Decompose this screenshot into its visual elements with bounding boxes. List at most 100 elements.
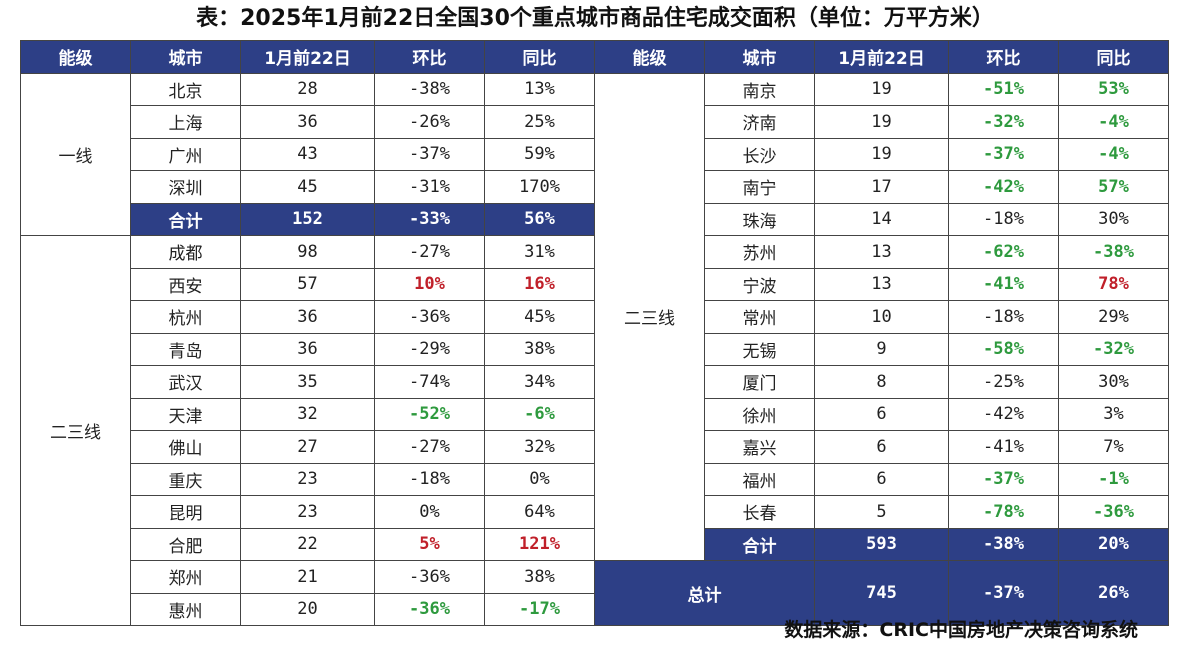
column-header: 1月前22日 — [814, 40, 949, 74]
mom-change: -36% — [374, 300, 485, 334]
yoy-change: 64% — [484, 495, 595, 529]
city-name: 惠州 — [130, 592, 241, 626]
yoy-change: 3% — [1058, 397, 1169, 431]
city-name: 南宁 — [704, 170, 815, 204]
area-value: 10 — [814, 300, 949, 334]
area-value: 36 — [240, 332, 375, 366]
area-value: 19 — [814, 105, 949, 139]
grand-total-label: 总计 — [594, 560, 815, 626]
table-row: 上海 36 -26% 25% 济南 19 -32% -4% — [21, 105, 1169, 139]
column-header: 城市 — [130, 40, 241, 74]
table-row: 一线 北京 28 -38% 13% 二三线 南京 19 -51% 53% — [20, 72, 1169, 561]
mom-change: -27% — [374, 430, 485, 464]
city-name: 昆明 — [130, 495, 241, 529]
subtotal-area: 593 — [814, 527, 949, 561]
mom-change: -62% — [948, 235, 1059, 269]
city-name: 常州 — [704, 300, 815, 334]
city-name: 广州 — [130, 137, 241, 171]
table-row: 昆明 23 0% 64% 长春 5 -78% -36% — [21, 495, 1169, 529]
city-name: 郑州 — [130, 560, 241, 594]
city-name: 南京 — [704, 72, 815, 106]
area-value: 28 — [240, 72, 375, 106]
table-row: 广州 43 -37% 59% 长沙 19 -37% -4% — [21, 137, 1169, 171]
yoy-change: -4% — [1058, 137, 1169, 171]
yoy-change: 34% — [484, 365, 595, 399]
city-name: 重庆 — [130, 462, 241, 496]
area-value: 19 — [814, 137, 949, 171]
column-header: 能级 — [594, 40, 705, 74]
column-header: 环比 — [948, 40, 1059, 74]
area-value: 13 — [814, 235, 949, 269]
mom-change: -37% — [948, 462, 1059, 496]
city-name: 嘉兴 — [704, 430, 815, 464]
yoy-change: 30% — [1058, 202, 1169, 236]
area-value: 13 — [814, 267, 949, 301]
mom-change: -29% — [374, 332, 485, 366]
mom-change: 10% — [374, 267, 485, 301]
mom-change: -27% — [374, 235, 485, 269]
mom-change: 5% — [374, 527, 485, 561]
city-name: 无锡 — [704, 332, 815, 366]
yoy-change: 53% — [1058, 72, 1169, 106]
area-value: 27 — [240, 430, 375, 464]
subtotal-mom: -33% — [374, 202, 485, 236]
yoy-change: -17% — [484, 592, 595, 626]
table-row: 武汉 35 -74% 34% 厦门 8 -25% 30% — [21, 365, 1169, 399]
column-header: 能级 — [20, 40, 131, 74]
area-value: 6 — [814, 430, 949, 464]
column-header: 同比 — [1058, 40, 1169, 74]
mom-change: -37% — [948, 137, 1059, 171]
yoy-change: 121% — [484, 527, 595, 561]
yoy-change: 38% — [484, 332, 595, 366]
area-value: 22 — [240, 527, 375, 561]
city-name: 北京 — [130, 72, 241, 106]
table-row: 重庆 23 -18% 0% 福州 6 -37% -1% — [21, 462, 1169, 496]
city-name: 苏州 — [704, 235, 815, 269]
city-name: 成都 — [130, 235, 241, 269]
area-value: 36 — [240, 300, 375, 334]
yoy-change: 45% — [484, 300, 595, 334]
city-name: 青岛 — [130, 332, 241, 366]
mom-change: -58% — [948, 332, 1059, 366]
mom-change: -38% — [374, 72, 485, 106]
area-value: 14 — [814, 202, 949, 236]
mom-change: -18% — [948, 202, 1059, 236]
city-name: 上海 — [130, 105, 241, 139]
table-body: 能级 城市 1月前22日 环比 同比 能级 城市 1月前22日 环比 同比 一线 北京 28 -38% 13… — [20, 40, 1169, 626]
mom-change: -51% — [948, 72, 1059, 106]
subtotal-label: 合计 — [704, 527, 815, 561]
column-header: 环比 — [374, 40, 485, 74]
area-value: 57 — [240, 267, 375, 301]
city-name: 长春 — [704, 495, 815, 529]
mom-change: -18% — [948, 300, 1059, 334]
area-value: 8 — [814, 365, 949, 399]
yoy-change: 31% — [484, 235, 595, 269]
mom-change: -18% — [374, 462, 485, 496]
yoy-change: 59% — [484, 137, 595, 171]
yoy-change: -1% — [1058, 462, 1169, 496]
mom-change: -26% — [374, 105, 485, 139]
tier-label-tier23: 二三线 — [20, 235, 131, 626]
city-name: 珠海 — [704, 202, 815, 236]
yoy-change: 38% — [484, 560, 595, 594]
header-row: 能级 城市 1月前22日 环比 同比 能级 城市 1月前22日 环比 同比 — [20, 40, 1169, 74]
mom-change: -25% — [948, 365, 1059, 399]
area-value: 32 — [240, 397, 375, 431]
mom-change: -52% — [374, 397, 485, 431]
yoy-change: 78% — [1058, 267, 1169, 301]
area-value: 45 — [240, 170, 375, 204]
mom-change: -36% — [374, 592, 485, 626]
area-value: 23 — [240, 462, 375, 496]
mom-change: -41% — [948, 267, 1059, 301]
column-header: 1月前22日 — [240, 40, 375, 74]
yoy-change: -4% — [1058, 105, 1169, 139]
city-name: 西安 — [130, 267, 241, 301]
yoy-change: 13% — [484, 72, 595, 106]
city-name: 宁波 — [704, 267, 815, 301]
mom-change: -41% — [948, 430, 1059, 464]
area-value: 5 — [814, 495, 949, 529]
grand-total-area: 745 — [814, 560, 949, 626]
yoy-change: -6% — [484, 397, 595, 431]
grand-total-mom: -37% — [948, 560, 1059, 626]
yoy-change: 57% — [1058, 170, 1169, 204]
